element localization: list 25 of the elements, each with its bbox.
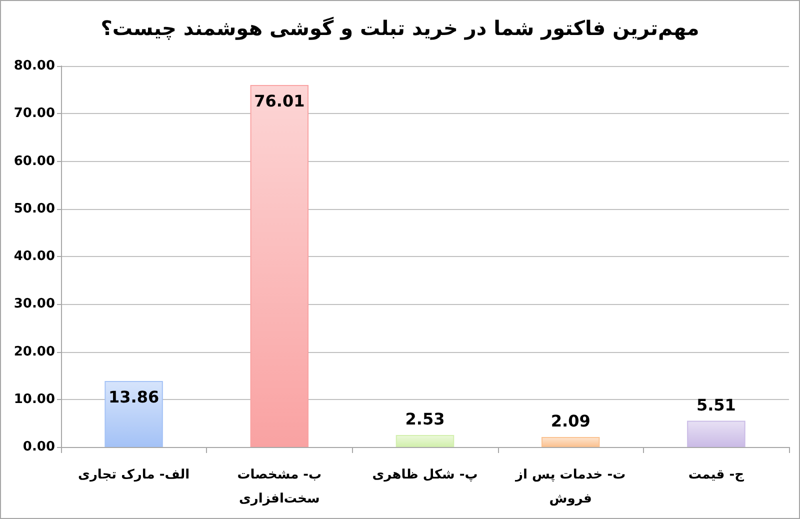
x-tick-label: ج- قیمت bbox=[688, 468, 745, 482]
y-tick-label: 40.00 bbox=[14, 249, 55, 264]
y-tick-label: 30.00 bbox=[14, 296, 55, 312]
data-label: 76.01 bbox=[254, 92, 305, 110]
y-tick-label: 10.00 bbox=[14, 392, 55, 407]
y-tick-label: 80.00 bbox=[14, 58, 55, 74]
chart-title: مهم‌ترین فاکتور شما در خرید تبلت و گوشی هوشمند چیست؟ bbox=[100, 16, 700, 40]
data-label: 2.09 bbox=[550, 412, 590, 431]
bar bbox=[687, 420, 746, 447]
bar bbox=[104, 380, 163, 447]
bar bbox=[396, 434, 454, 447]
y-tick-label: 0.00 bbox=[22, 440, 55, 454]
bar bbox=[250, 85, 309, 447]
y-tick-label: 20.00 bbox=[14, 344, 55, 360]
x-tick-label: ت- خدمات پس از فروش bbox=[514, 468, 626, 506]
x-tick-label: الف- مارک تجاری bbox=[78, 468, 190, 482]
y-tick-label: 50.00 bbox=[14, 201, 55, 216]
bar bbox=[541, 437, 600, 447]
x-tick-label: ب- مشخصات سخت‌افزاری bbox=[237, 468, 322, 506]
y-tick-label: 70.00 bbox=[14, 106, 55, 122]
y-tick-label: 60.00 bbox=[14, 154, 55, 169]
data-label: 5.51 bbox=[696, 395, 736, 414]
data-label: 13.86 bbox=[108, 387, 160, 406]
data-label: 2.53 bbox=[405, 409, 445, 428]
x-tick-label: پ- شکل ظاهری bbox=[372, 468, 478, 482]
